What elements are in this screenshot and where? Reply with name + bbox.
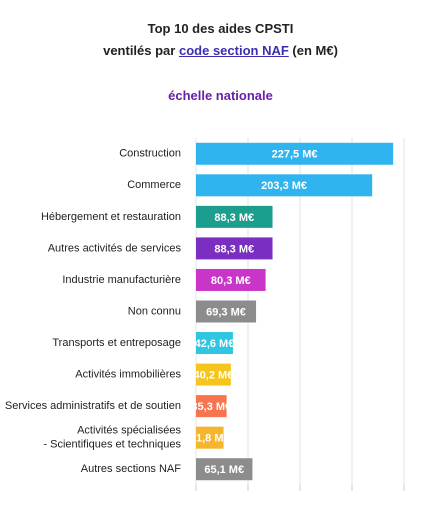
y-tick-label: Commerce bbox=[127, 179, 181, 191]
bar bbox=[196, 395, 227, 418]
value-label: 31,8 M€ bbox=[190, 433, 230, 445]
value-label: 42,6 M€ bbox=[195, 338, 235, 350]
chart-title: Top 10 des aides CPSTI bbox=[147, 21, 294, 36]
y-tick-label: Autres sections NAF bbox=[81, 463, 182, 475]
chart-subtitle: échelle nationale bbox=[168, 88, 273, 103]
y-tick-label: Autres activités de services bbox=[48, 242, 182, 254]
chart-header: Top 10 des aides CPSTI ventilés par code… bbox=[0, 18, 441, 62]
value-label: 35,3 M€ bbox=[191, 401, 231, 413]
value-label: 69,3 M€ bbox=[206, 306, 246, 318]
value-label: 80,3 M€ bbox=[211, 275, 251, 287]
y-tick-label: Non connu bbox=[128, 305, 181, 317]
bar bbox=[196, 142, 394, 165]
bar bbox=[196, 332, 233, 355]
title-suffix: (en M€) bbox=[292, 43, 338, 58]
value-label: 88,3 M€ bbox=[214, 243, 254, 255]
y-tick-label: Hébergement et restauration bbox=[41, 211, 181, 223]
title-prefix: ventilés par bbox=[103, 43, 176, 58]
value-label: 227,5 M€ bbox=[272, 149, 318, 161]
value-label: 203,3 M€ bbox=[261, 180, 307, 192]
bar bbox=[196, 174, 373, 197]
title-link[interactable]: code section NAF bbox=[178, 43, 289, 58]
bar bbox=[196, 300, 257, 323]
bar bbox=[196, 268, 266, 291]
bar bbox=[196, 237, 273, 260]
y-tick-label: Industrie manufacturière bbox=[62, 274, 181, 286]
bar bbox=[196, 458, 253, 481]
y-tick-label: Activités spécialisées - Scientifiques et… bbox=[43, 425, 181, 451]
y-tick-label: Construction bbox=[119, 148, 181, 160]
y-tick-label: Services administratifs et de soutien bbox=[5, 400, 181, 412]
bar bbox=[196, 205, 273, 228]
y-tick-label: Activités immobilières bbox=[75, 368, 181, 380]
value-label: 65,1 M€ bbox=[204, 464, 244, 476]
y-tick-label: Transports et entreposage bbox=[52, 337, 181, 349]
bar bbox=[196, 426, 224, 449]
chart-title-line: ventilés par code section NAF (en M€) bbox=[0, 40, 441, 62]
bar bbox=[196, 363, 231, 386]
value-label: 40,2 M€ bbox=[194, 369, 234, 381]
value-label: 88,3 M€ bbox=[214, 212, 254, 224]
